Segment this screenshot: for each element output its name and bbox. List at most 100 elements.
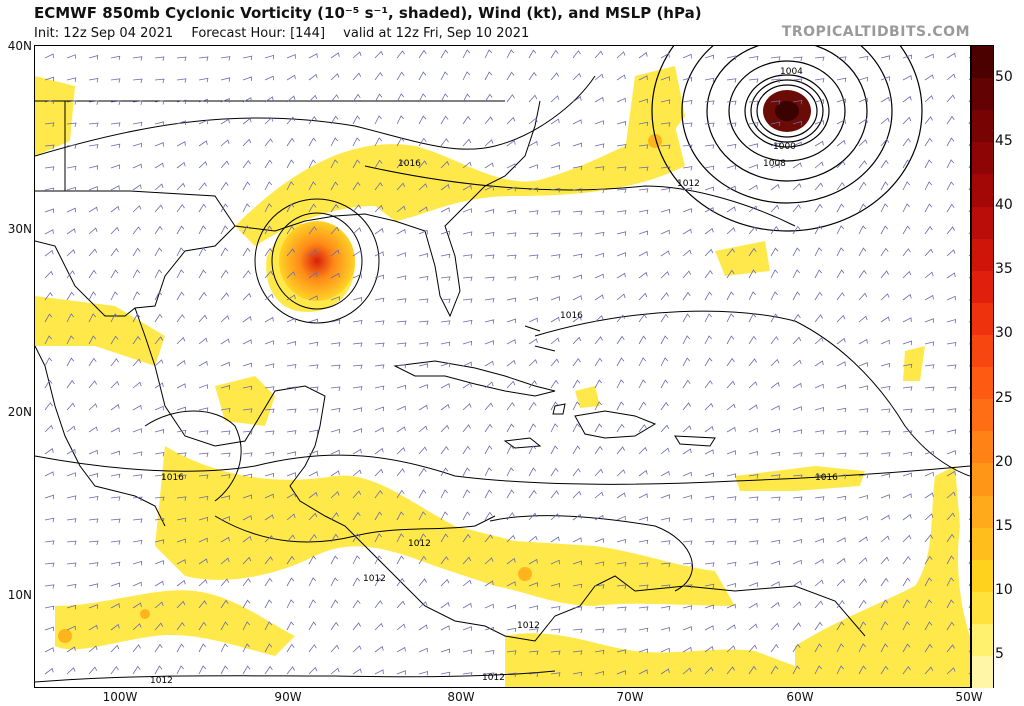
wind-barb — [660, 76, 670, 81]
wind-barb — [286, 271, 296, 279]
wind-barb — [198, 314, 208, 323]
wind-barb — [440, 230, 450, 236]
colorbar-swatch — [972, 623, 993, 657]
wind-barb — [660, 187, 671, 193]
wind-barb — [616, 606, 627, 612]
wind-barb — [418, 489, 427, 499]
wind-barb — [396, 670, 406, 675]
wind-barb — [814, 579, 824, 587]
wind-barb — [352, 428, 362, 433]
wind-barb — [660, 208, 671, 214]
wind-barb — [440, 207, 450, 213]
wind-barb — [704, 144, 715, 149]
wind-barb — [176, 474, 187, 480]
isobar-label: 1016 — [161, 473, 184, 483]
wind-barb — [506, 445, 515, 455]
wind-barb — [286, 555, 295, 565]
wind-barb — [506, 254, 517, 260]
wind-barb — [66, 448, 76, 455]
wind-barb — [110, 623, 120, 631]
wind-barb — [352, 297, 363, 302]
wind-barb — [264, 316, 274, 323]
wind-barb — [968, 409, 970, 411]
wind-barb — [286, 137, 295, 147]
wind-barb — [352, 51, 362, 59]
colorbar-swatch — [972, 656, 993, 689]
wind-barb — [66, 604, 77, 610]
wind-barb — [374, 50, 384, 59]
wind-barb — [330, 449, 340, 455]
wind-barb — [330, 159, 339, 169]
wind-barb — [242, 55, 253, 61]
wind-barb — [374, 251, 384, 257]
wind-barb — [660, 166, 671, 171]
wind-barb — [198, 56, 209, 61]
wind-barb — [660, 271, 670, 279]
wind-barb — [462, 208, 472, 213]
wind-barb — [418, 93, 427, 103]
wind-barb — [594, 231, 605, 237]
wind-barb — [88, 291, 97, 301]
wind-barb — [88, 269, 97, 279]
wind-barb — [198, 537, 208, 543]
wind-barb — [462, 298, 473, 303]
wind-barb — [924, 643, 933, 653]
wind-barb — [594, 379, 603, 389]
wind-barb — [440, 93, 449, 103]
wind-barb — [814, 621, 823, 631]
wind-barb — [110, 185, 120, 191]
wind-barb — [176, 99, 187, 105]
wind-barb — [924, 429, 935, 435]
wind-barb — [792, 120, 803, 126]
wind-barb — [902, 317, 912, 323]
wind-barb — [528, 338, 538, 345]
wind-barb — [946, 115, 955, 125]
wind-barb — [440, 625, 450, 631]
wind-barb — [682, 335, 691, 345]
wind-barb — [880, 621, 889, 631]
wind-barb — [902, 340, 912, 346]
wind-barb — [726, 206, 736, 213]
wind-barb — [594, 423, 603, 433]
wind-barb — [88, 313, 97, 323]
wind-barb — [748, 602, 758, 609]
wind-barb — [352, 250, 362, 257]
forecast-map[interactable]: 1004 1000 1008 1012 1016 1016 1016 1016 … — [34, 45, 971, 688]
wind-barb — [880, 159, 889, 169]
wind-barb — [770, 142, 780, 148]
wind-barb — [638, 188, 649, 193]
wind-barb — [968, 583, 970, 587]
wind-barb — [242, 430, 253, 436]
wind-barb — [440, 445, 449, 455]
wind-barb — [770, 539, 781, 545]
wind-barb — [440, 403, 450, 411]
wind-barb — [330, 249, 340, 257]
wind-barb — [220, 536, 230, 543]
wind-barb — [330, 272, 340, 279]
wind-barb — [220, 338, 230, 345]
wind-barb — [858, 292, 868, 301]
wind-barb — [110, 78, 121, 83]
wind-barb — [946, 364, 957, 369]
wind-barb — [374, 228, 384, 235]
wind-barb — [880, 599, 889, 609]
wind-barb — [66, 472, 76, 477]
wind-barb — [682, 291, 691, 301]
wind-barb — [528, 423, 537, 433]
wind-barb — [748, 474, 759, 479]
wind-barb — [440, 511, 449, 521]
wind-barb — [242, 76, 252, 82]
wind-barb — [968, 561, 970, 565]
wind-barb — [770, 518, 781, 523]
wind-barb — [418, 670, 429, 676]
wind-barb — [154, 291, 163, 301]
wind-barb — [484, 672, 495, 677]
wind-barb — [66, 562, 77, 567]
wind-barb — [286, 317, 296, 323]
wind-barb — [242, 452, 253, 457]
wind-barb — [704, 248, 714, 257]
wind-barb — [506, 604, 516, 610]
wind-barb — [484, 626, 495, 632]
wind-barb — [484, 276, 495, 282]
wind-barb — [968, 321, 970, 323]
